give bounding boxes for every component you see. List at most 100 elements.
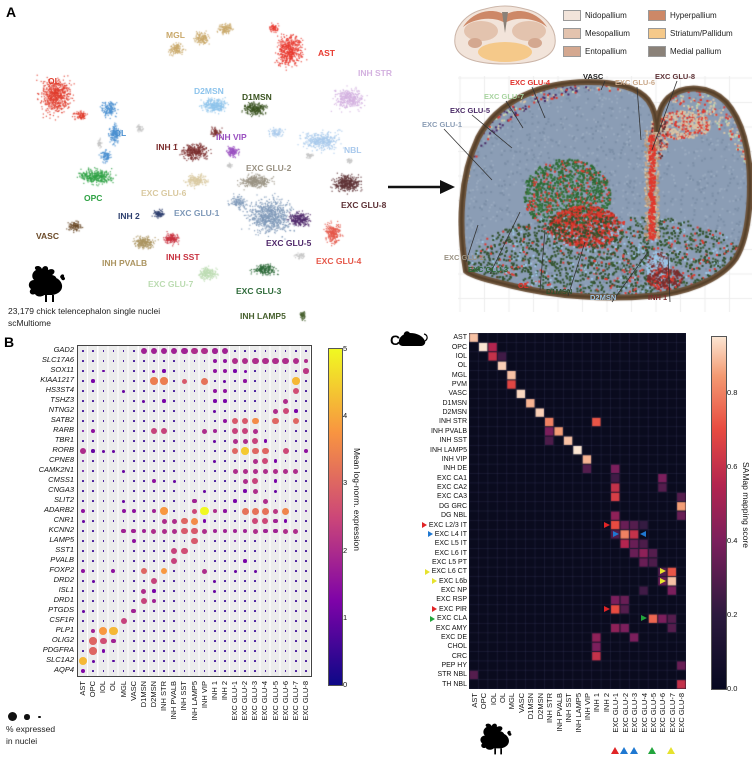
dotplot-dot (102, 480, 105, 482)
dotplot-dot (122, 370, 125, 372)
dotplot-dot (264, 600, 267, 602)
dotplot-dot (163, 500, 165, 502)
heatmap-row-label-exc-de: EXC DE (377, 633, 467, 642)
dotplot-dot (274, 550, 277, 552)
dotplot-dot (132, 670, 135, 672)
gene-label-cpne8: CPNE8 (48, 455, 74, 464)
dotplot-dot (163, 440, 165, 442)
dotplot-dot (295, 580, 297, 582)
dotplot-dot (109, 626, 118, 636)
dotplot-dot (264, 650, 267, 652)
dotplot-dot (183, 670, 186, 672)
panel-b-label: B (4, 334, 15, 350)
dotplot-dot (233, 539, 237, 543)
dotplot-dot (82, 440, 84, 442)
dotplot-dot (173, 620, 176, 622)
dotplot-dot (233, 369, 237, 373)
dotplot-dot (143, 660, 145, 662)
dotplot-dot (183, 580, 186, 582)
dotplot-dot (82, 390, 84, 392)
dotplot-dot (274, 620, 277, 622)
dotplot-dot (254, 410, 257, 412)
legend-label: Entopallium (585, 47, 627, 56)
dotplot-dot (193, 660, 196, 662)
gene-label-lamp5: LAMP5 (49, 535, 74, 544)
dotplot-dot (151, 509, 156, 513)
dotplot-dot (132, 400, 135, 402)
dotplot-dot (274, 650, 277, 652)
dotplot-dot (274, 400, 277, 402)
legend-swatch (563, 46, 581, 57)
dotplot-x-label-inh-vip: INH VIP (199, 681, 209, 709)
dotplot-dot (284, 630, 287, 632)
dotplot-cbar-tick-4: 4 (343, 411, 348, 421)
heatmap-col-label-exc-glu-1: EXC GLU-1 (611, 693, 621, 733)
dotplot-dot (140, 598, 147, 604)
dotplot-dot (181, 517, 188, 525)
dotplot-dot (131, 539, 136, 543)
dotplot-dot (284, 540, 287, 542)
dotplot-dot (234, 590, 236, 592)
dotplot-dot (282, 357, 289, 365)
dotplot-dot (264, 540, 267, 542)
dotplot-dot (92, 490, 94, 492)
dotplot-dot (122, 560, 125, 562)
row-label-text: INH STR (439, 418, 467, 426)
row-label-text: INH SST (439, 437, 467, 445)
dotplot-dot (283, 398, 289, 404)
dotplot-dot (173, 430, 176, 432)
heatmap-colorbar-title: SAMap mapping score (741, 462, 751, 548)
dotplot-dot (163, 560, 165, 562)
dotplot-dot (151, 528, 157, 534)
dotplot-dot (193, 420, 196, 422)
dotplot-dot (213, 470, 216, 472)
dotplot-dot (295, 600, 297, 602)
dotplot-dot (242, 478, 248, 484)
gene-label-slc1a2: SLC1A2 (46, 655, 74, 664)
dotplot-dot (122, 360, 125, 362)
dotplot-dot (102, 670, 105, 672)
umap-label-inh-2: INH 2 (118, 211, 140, 221)
dotplot-dot (112, 410, 115, 412)
dotplot-dot (212, 428, 217, 434)
dotplot-dot (254, 640, 257, 642)
dotplot-dot (112, 380, 115, 382)
dotplot-dot (173, 510, 176, 512)
row-label-text: EXC AMY (435, 624, 467, 632)
legend-item-striatum-pallidum: Striatum/Pallidum (648, 28, 733, 39)
dotplot-dot (264, 590, 267, 592)
dotplot-dot (82, 640, 84, 642)
dotplot-dot (231, 417, 239, 425)
dotplot-dot (244, 540, 246, 542)
dotplot-dot (82, 490, 84, 492)
dotplot-dot (112, 659, 115, 663)
dotplot-dot (143, 670, 145, 672)
dotplot-dot (92, 370, 94, 372)
dotplot-dot (191, 537, 198, 545)
umap-scatter-plot (8, 12, 388, 332)
dotplot-dot (295, 450, 297, 452)
umap-label-opc: OPC (84, 193, 103, 203)
dotplot-dot (143, 650, 145, 652)
dotplot-dot (264, 580, 267, 582)
dotplot-dot (251, 507, 259, 515)
dotplot-dot (295, 510, 297, 512)
dotplot-dot (82, 620, 84, 622)
dotplot-dot (91, 659, 95, 663)
rooster-icon-c (480, 723, 512, 755)
dotplot-dot (254, 610, 257, 612)
dotplot-dot (173, 650, 176, 652)
heatmap-row-label-exc-l6-it: EXC L6 IT (377, 548, 467, 557)
dotplot-dot (171, 548, 178, 554)
dotplot-dot (132, 520, 135, 522)
dotplot-dot (203, 390, 206, 392)
dotplot-dot (284, 550, 287, 552)
dotplot-dot (274, 630, 277, 632)
dotplot-dot (234, 560, 236, 562)
dotplot-dot (81, 609, 85, 613)
dotplot-dot (150, 427, 158, 435)
dotplot-dot (274, 590, 277, 592)
dotplot-dot (152, 589, 156, 593)
dotplot-x-label-d1msn: D1MSN (138, 681, 148, 708)
dotplot-dot (264, 480, 267, 482)
